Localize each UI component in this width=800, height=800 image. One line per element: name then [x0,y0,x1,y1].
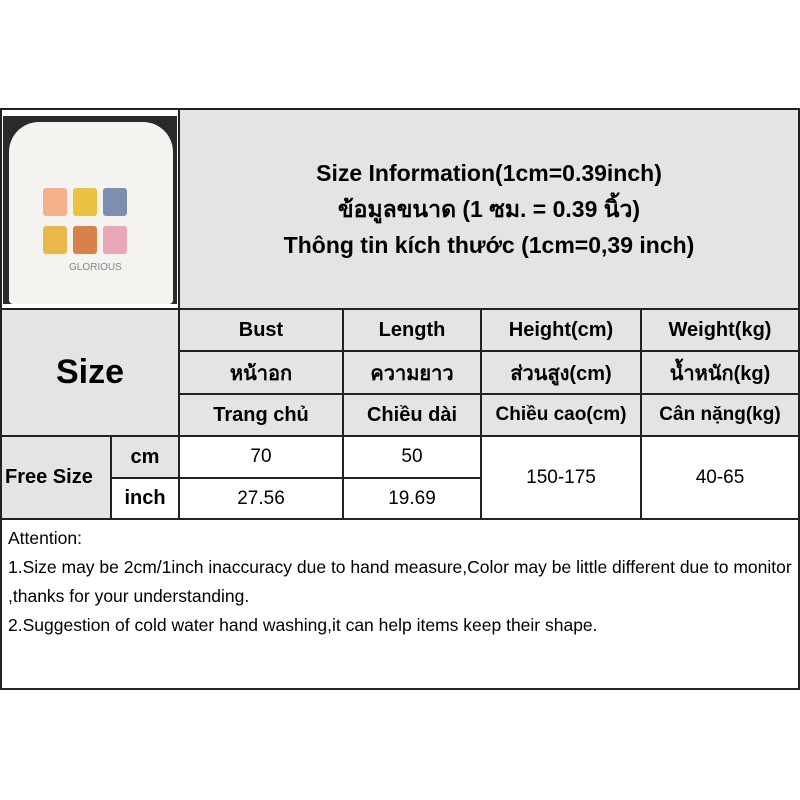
header-title-en: Size Information(1cm=0.39inch) [316,160,662,186]
shirt-print-text: GLORIOUS [69,262,122,273]
weight-range: 40-65 [640,435,800,520]
col-weight-en: Weight(kg) [640,308,800,352]
header-title-vi: Thông tin kích thước (1cm=0,39 inch) [283,232,695,258]
row-free-size: Free Size [0,435,112,520]
bust-inch: 27.56 [178,477,344,520]
col-length-vi: Chiều dài [342,393,482,437]
col-height-vi: Chiều cao(cm) [480,393,642,437]
length-cm: 50 [342,435,482,479]
height-range: 150-175 [480,435,642,520]
attention-notes: Attention: 1.Size may be 2cm/1inch inacc… [0,518,800,690]
col-weight-th: น้ำหนัก(kg) [640,350,800,395]
unit-cm: cm [110,435,180,479]
col-length-th: ความยาว [342,350,482,395]
col-bust-th: หน้าอก [178,350,344,395]
col-length-en: Length [342,308,482,352]
bust-cm: 70 [178,435,344,479]
attention-title: Attention: [8,528,82,548]
length-inch: 19.69 [342,477,482,520]
attention-note-1: 1.Size may be 2cm/1inch inaccuracy due t… [8,557,792,606]
header-title-th: ข้อมูลขนาด (1 ซม. = 0.39 นิ้ว) [337,196,641,222]
product-photo: GLORIOUS [3,116,177,304]
col-bust-vi: Trang chủ [178,393,344,437]
size-info-header: Size Information(1cm=0.39inch) ข้อมูลขนา… [178,108,800,310]
size-label: Size [0,308,180,437]
col-weight-vi: Cân nặng(kg) [640,393,800,437]
col-height-th: ส่วนสูง(cm) [480,350,642,395]
col-bust-en: Bust [178,308,344,352]
unit-inch: inch [110,477,180,520]
col-height-en: Height(cm) [480,308,642,352]
attention-note-2: 2.Suggestion of cold water hand washing,… [8,615,598,635]
